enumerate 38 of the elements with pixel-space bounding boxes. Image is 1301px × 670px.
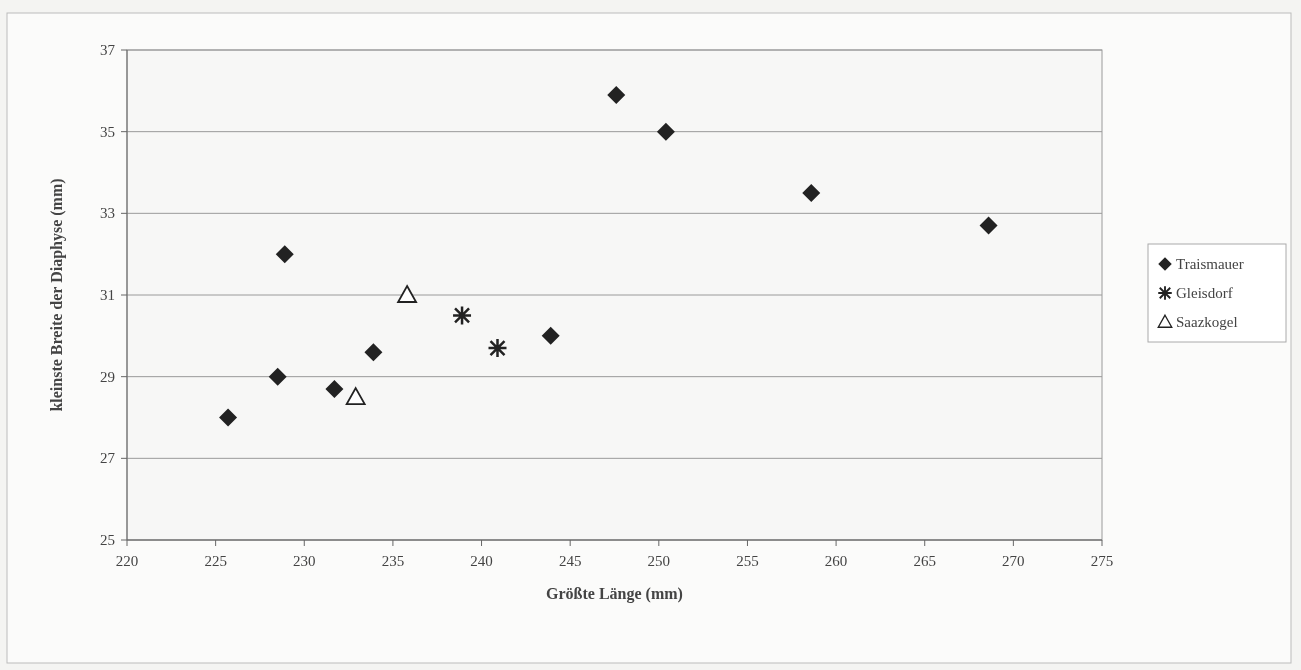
y-tick-label: 33 bbox=[100, 205, 115, 222]
legend-label: Traismauer bbox=[1176, 256, 1244, 272]
point bbox=[656, 122, 675, 141]
point bbox=[607, 85, 626, 104]
point bbox=[487, 337, 508, 359]
y-tick-label: 27 bbox=[100, 450, 116, 467]
x-tick-label: 250 bbox=[647, 553, 671, 569]
point bbox=[802, 183, 821, 202]
y-tick-label: 31 bbox=[100, 287, 115, 303]
x-tick-label: 230 bbox=[293, 553, 316, 569]
y-axis-title: kleinste Breite der Diaphyse (mm) bbox=[48, 178, 66, 412]
x-tick-label: 255 bbox=[736, 553, 759, 569]
x-tick-label: 220 bbox=[115, 553, 139, 569]
point bbox=[345, 387, 366, 405]
y-tick-label: 29 bbox=[100, 368, 115, 385]
point bbox=[397, 285, 417, 303]
point bbox=[275, 245, 294, 264]
x-tick-label: 235 bbox=[381, 553, 405, 569]
legend-label: Saazkogel bbox=[1176, 314, 1238, 330]
point bbox=[541, 326, 560, 345]
point bbox=[364, 343, 383, 362]
x-tick-label: 265 bbox=[913, 553, 936, 569]
point bbox=[451, 305, 473, 326]
point bbox=[219, 408, 238, 427]
x-axis-title: Größte Länge (mm) bbox=[546, 585, 683, 603]
y-tick-label: 25 bbox=[100, 532, 115, 548]
point bbox=[979, 216, 998, 235]
x-tick-label: 240 bbox=[470, 553, 493, 569]
y-tick-label: 37 bbox=[100, 42, 116, 58]
point bbox=[268, 367, 287, 386]
x-tick-label: 275 bbox=[1090, 553, 1114, 569]
x-tick-label: 245 bbox=[558, 553, 582, 569]
x-tick-label: 225 bbox=[204, 553, 227, 569]
point bbox=[325, 379, 344, 398]
legend-label: Gleisdorf bbox=[1176, 285, 1233, 301]
x-tick-label: 260 bbox=[824, 553, 848, 569]
x-tick-label: 270 bbox=[1002, 553, 1025, 569]
y-tick-label: 35 bbox=[100, 123, 115, 140]
